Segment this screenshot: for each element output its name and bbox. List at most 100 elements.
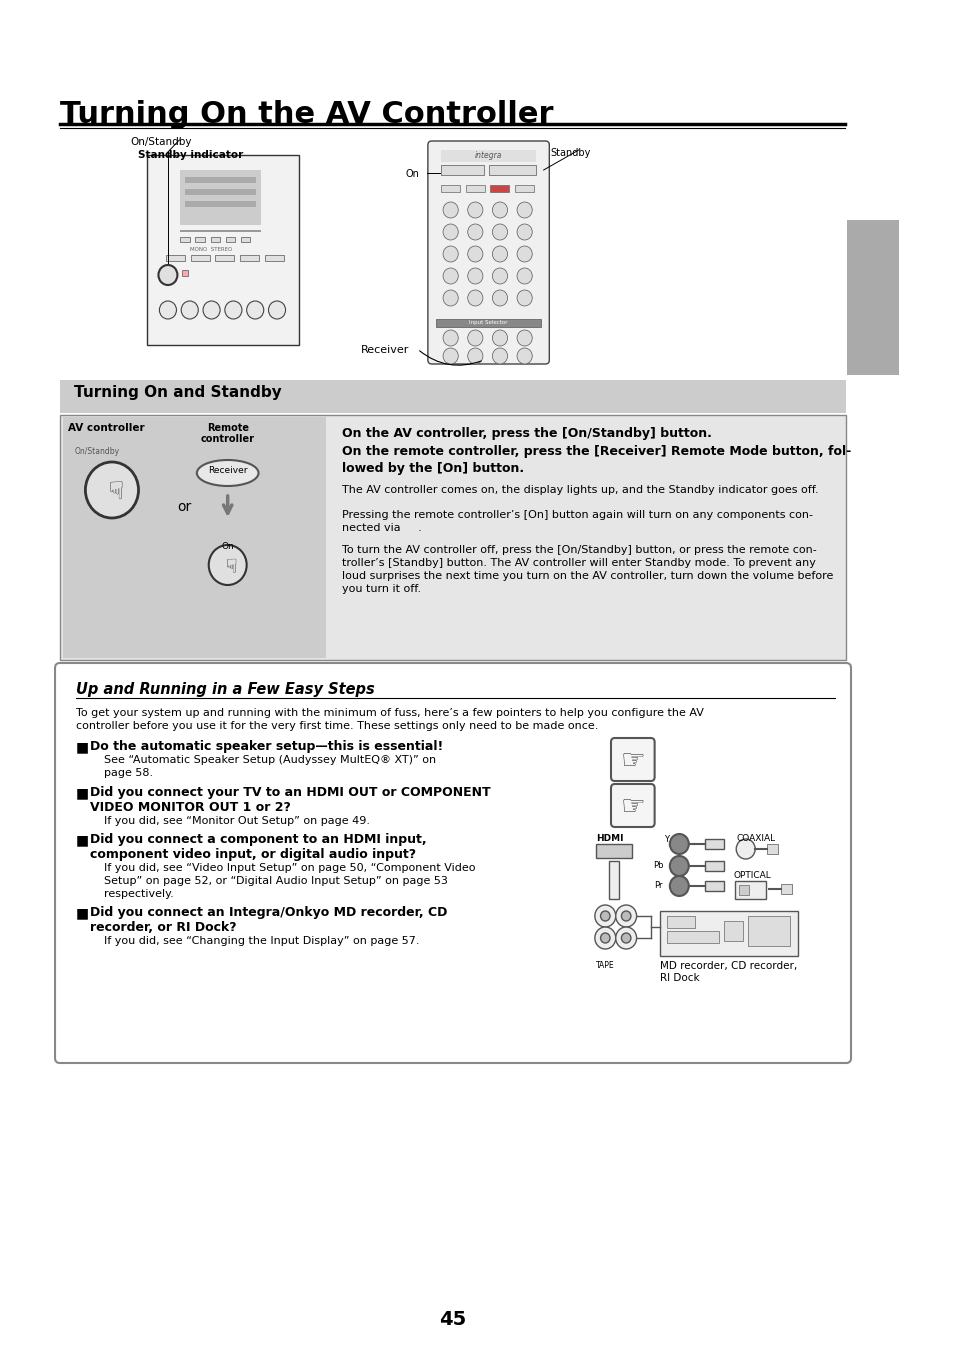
Text: recorder, or RI Dock?: recorder, or RI Dock? [90,921,236,934]
Bar [180,236,190,242]
Circle shape [620,934,630,943]
Bar [240,255,258,261]
Text: ☞: ☞ [218,557,237,574]
Text: Do the automatic speaker setup—this is essential!: Do the automatic speaker setup—this is e… [90,740,443,753]
Text: Pr: Pr [654,881,662,890]
Text: or: or [176,500,191,513]
Circle shape [620,911,630,921]
Text: nected via     .: nected via . [341,523,421,534]
Text: ■: ■ [76,907,89,920]
Text: On the AV controller, press the [On/Standby] button.: On the AV controller, press the [On/Stan… [341,427,711,440]
Circle shape [492,349,507,363]
Bar [704,861,723,871]
Text: If you did, see “Video Input Setup” on page 50, “Component Video: If you did, see “Video Input Setup” on p… [104,863,476,873]
Text: lowed by the [On] button.: lowed by the [On] button. [341,462,523,476]
Text: Remote: Remote [207,423,249,434]
Circle shape [492,224,507,240]
Circle shape [517,267,532,284]
Circle shape [442,203,457,218]
Text: component video input, or digital audio input?: component video input, or digital audio … [90,848,416,861]
Bar [185,177,256,182]
Bar [440,150,536,162]
Text: Did you connect your TV to an HDMI OUT or COMPONENT: Did you connect your TV to an HDMI OUT o… [90,786,490,798]
Circle shape [492,203,507,218]
Bar [723,921,742,942]
FancyBboxPatch shape [55,663,850,1063]
Text: VIDEO MONITOR OUT 1 or 2?: VIDEO MONITOR OUT 1 or 2? [90,801,291,815]
Bar [185,201,256,207]
Bar [166,255,185,261]
Bar [747,916,789,946]
Text: AV controller: AV controller [69,423,145,434]
Bar [608,861,618,898]
Circle shape [600,934,609,943]
Text: ■: ■ [76,834,89,847]
Text: OPTICAL: OPTICAL [733,871,770,880]
Text: Turning On and Standby: Turning On and Standby [74,385,281,400]
Text: MONO  STEREO: MONO STEREO [190,247,232,253]
Circle shape [467,267,482,284]
Bar [596,844,631,858]
Circle shape [442,290,457,305]
Bar [241,236,251,242]
Circle shape [517,330,532,346]
Text: Receiver: Receiver [360,345,409,355]
Text: On: On [405,169,418,178]
Circle shape [492,290,507,305]
Circle shape [615,927,636,948]
Circle shape [181,301,198,319]
Text: controller before you use it for the very first time. These settings only need t: controller before you use it for the ver… [76,721,598,731]
Bar [226,236,235,242]
Text: Turning On the AV Controller: Turning On the AV Controller [60,100,553,128]
Text: To turn the AV controller off, press the [On/Standby] button, or press the remot: To turn the AV controller off, press the… [341,544,816,555]
Text: 45: 45 [438,1310,466,1329]
Text: ■: ■ [76,786,89,800]
Text: Standby indicator: Standby indicator [137,150,243,159]
Text: On/Standby: On/Standby [130,136,192,147]
Text: If you did, see “Changing the Input Display” on page 57.: If you did, see “Changing the Input Disp… [104,936,419,946]
Bar [780,884,791,894]
Text: The AV controller comes on, the display lights up, and the Standby indicator goe: The AV controller comes on, the display … [341,485,818,494]
Text: HDMI: HDMI [596,834,622,843]
Text: Pressing the remote controller’s [On] button again will turn on any components c: Pressing the remote controller’s [On] bu… [341,509,812,520]
Bar [766,844,777,854]
Text: ☞: ☞ [619,793,644,821]
Text: Standby: Standby [550,149,590,158]
Circle shape [517,246,532,262]
Text: page 58.: page 58. [104,767,153,778]
Circle shape [442,330,457,346]
Circle shape [203,301,220,319]
Circle shape [442,267,457,284]
Text: Input Selector: Input Selector [469,320,507,326]
Circle shape [517,290,532,305]
Circle shape [209,544,247,585]
Circle shape [442,246,457,262]
Circle shape [467,290,482,305]
Circle shape [595,905,615,927]
Text: If you did, see “Monitor Out Setup” on page 49.: If you did, see “Monitor Out Setup” on p… [104,816,370,825]
Text: Up and Running in a Few Easy Steps: Up and Running in a Few Easy Steps [76,682,375,697]
Bar [490,185,509,192]
Bar [440,165,483,176]
Bar [182,270,188,276]
Circle shape [158,265,177,285]
Circle shape [247,301,263,319]
Circle shape [615,905,636,927]
Text: respectively.: respectively. [104,889,174,898]
Bar [659,911,797,957]
Text: On the remote controller, press the [Receiver] Remote Mode button, fol-: On the remote controller, press the [Rec… [341,444,850,458]
Bar [465,185,484,192]
Circle shape [492,267,507,284]
Circle shape [517,203,532,218]
Text: ☞: ☞ [100,480,124,503]
Circle shape [467,203,482,218]
Text: loud surprises the next time you turn on the AV controller, turn down the volume: loud surprises the next time you turn on… [341,571,832,581]
Text: Did you connect an Integra/Onkyo MD recorder, CD: Did you connect an Integra/Onkyo MD reco… [90,907,447,919]
Bar [440,185,459,192]
Text: Y: Y [664,835,669,843]
Text: MD recorder, CD recorder,
RI Dock: MD recorder, CD recorder, RI Dock [659,961,797,982]
Text: troller’s [Standby] button. The AV controller will enter Standby mode. To preven: troller’s [Standby] button. The AV contr… [341,558,815,567]
Text: On/Standby: On/Standby [74,447,119,457]
FancyBboxPatch shape [428,141,549,363]
Bar [704,839,723,848]
